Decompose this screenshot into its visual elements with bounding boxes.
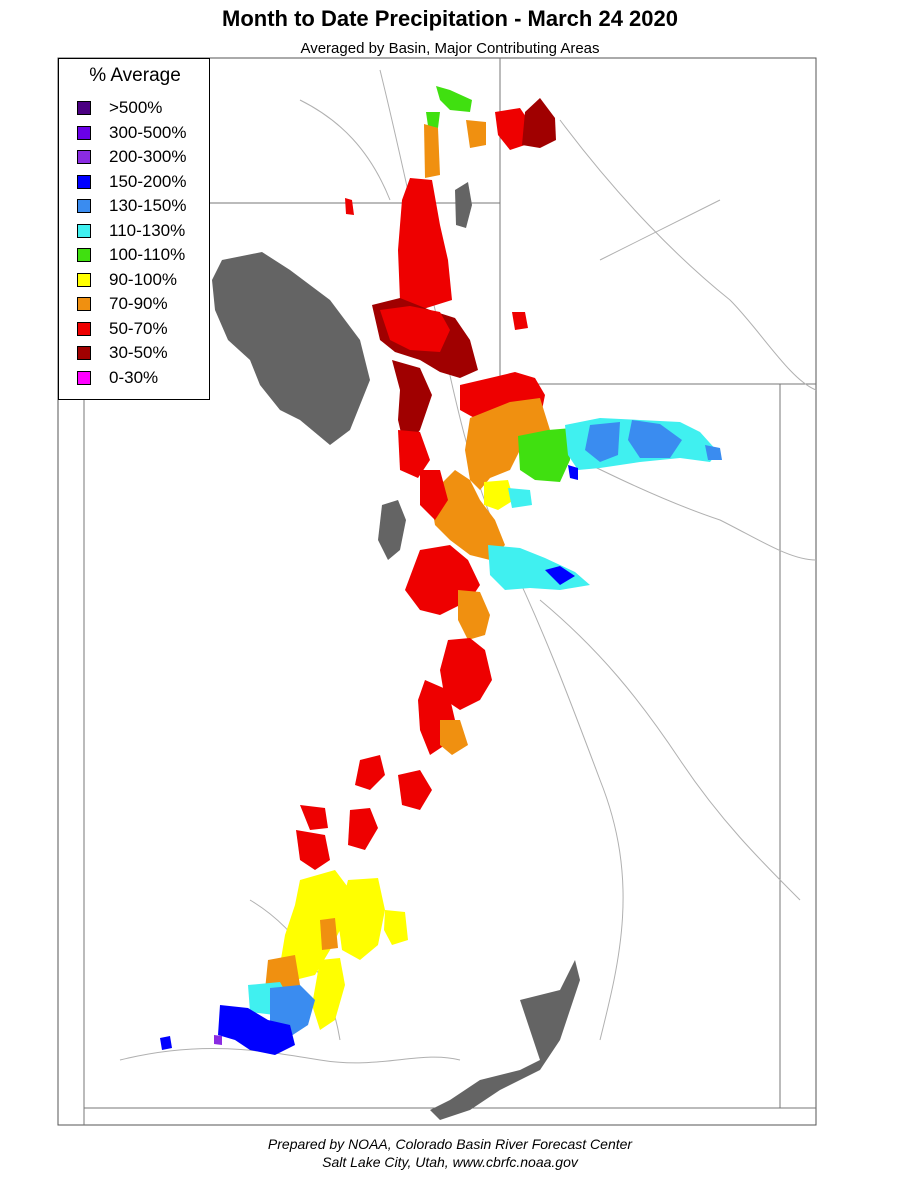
legend-swatch [77,101,91,115]
legend-swatch [77,125,91,140]
map-subtitle: Averaged by Basin, Major Contributing Ar… [300,40,600,57]
legend-item: >500% [77,97,162,119]
legend-label: 150-200% [109,171,187,191]
legend-label: 100-110% [109,245,186,264]
legend-item: 50-70% [77,318,168,340]
legend-item: 130-150% [77,195,187,217]
legend-label: 110-130% [109,220,186,240]
legend-item: 200-300% [77,146,187,168]
legend-label: 130-150% [109,196,187,215]
legend-label: 30-50% [109,343,168,362]
legend-swatch [77,199,91,213]
lakes [212,182,580,1120]
legend-item: 90-100% [77,269,177,291]
legend-item: 150-200% [77,171,187,193]
credit-line-2: Salt Lake City, Utah, www.cbrfc.noaa.gov [322,1154,578,1170]
legend-swatch [77,150,91,164]
legend-swatch [77,370,91,385]
legend-swatch [77,174,91,189]
legend-item: 70-90% [77,293,168,315]
legend-label: 300-500% [109,122,187,142]
legend-swatch [77,297,91,311]
legend-title: % Average [89,65,181,86]
legend-label: 90-100% [109,269,178,289]
legend-item: 100-110% [77,244,185,266]
legend-label: 200-300% [109,147,187,166]
legend-item: 30-50% [77,342,168,364]
basin-polygons [160,86,722,1055]
legend-label: 0-30% [109,367,159,387]
legend-swatch [77,272,91,287]
legend-swatch [77,346,91,360]
legend-item: 300-500% [77,122,187,144]
credit-line-1: Prepared by NOAA, Colorado Basin River F… [267,1136,633,1152]
legend-label: >500% [109,98,163,117]
legend-box: % Average >500% 300-500% 200-300% 150-200% 1… [58,58,210,400]
legend-swatch [77,321,91,336]
legend-swatch [77,223,91,238]
legend-label: 70-90% [109,294,168,313]
map-title: Month to Date Precipitation - March 24 2… [222,6,678,31]
legend-item: 0-30% [77,367,158,389]
legend-item: 110-130% [77,220,185,242]
legend-swatch [77,248,91,262]
legend-label: 50-70% [109,318,168,338]
map-frame [57,57,817,1126]
